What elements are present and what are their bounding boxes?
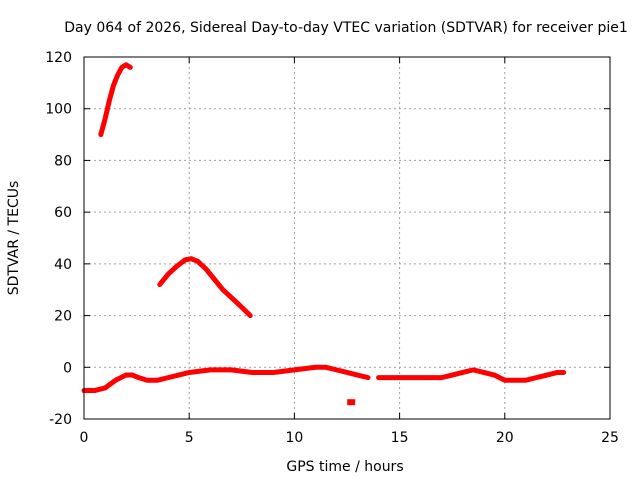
series-line-segment-3 [81, 364, 371, 394]
y-tick-label: 20 [54, 309, 72, 325]
x-tick-label: 15 [391, 430, 409, 446]
y-tick-label: 0 [63, 360, 72, 376]
grid-layer [84, 57, 610, 419]
y-tick-label: 40 [54, 257, 72, 273]
x-axis-title: GPS time / hours [286, 459, 403, 475]
y-tick-label: 80 [54, 153, 72, 169]
series-line-segment-2 [157, 256, 253, 319]
x-tick-label: 5 [185, 430, 194, 446]
x-tick-label: 25 [601, 430, 619, 446]
y-tick-label: -20 [49, 412, 72, 428]
chart-title: Day 064 of 2026, Sidereal Day-to-day VTE… [64, 20, 628, 36]
series-line-segment-4 [376, 367, 567, 383]
y-tick-label: 120 [45, 50, 72, 66]
y-tick-label: 60 [54, 205, 72, 221]
x-tick-label: 20 [496, 430, 514, 446]
x-tick-label: 0 [80, 430, 89, 446]
plot-frame [83, 56, 611, 420]
x-tick-label: 10 [285, 430, 303, 446]
y-axis-title: SDTVAR / TECUs [6, 181, 22, 296]
series-line-segment-1 [98, 62, 133, 138]
tick-layer: 0 5 10 15 20 25 -20 0 20 40 60 80 100 120 [45, 50, 619, 446]
data-point-outlier [347, 399, 356, 406]
y-tick-label: 100 [45, 102, 72, 118]
series-layer [81, 62, 567, 406]
